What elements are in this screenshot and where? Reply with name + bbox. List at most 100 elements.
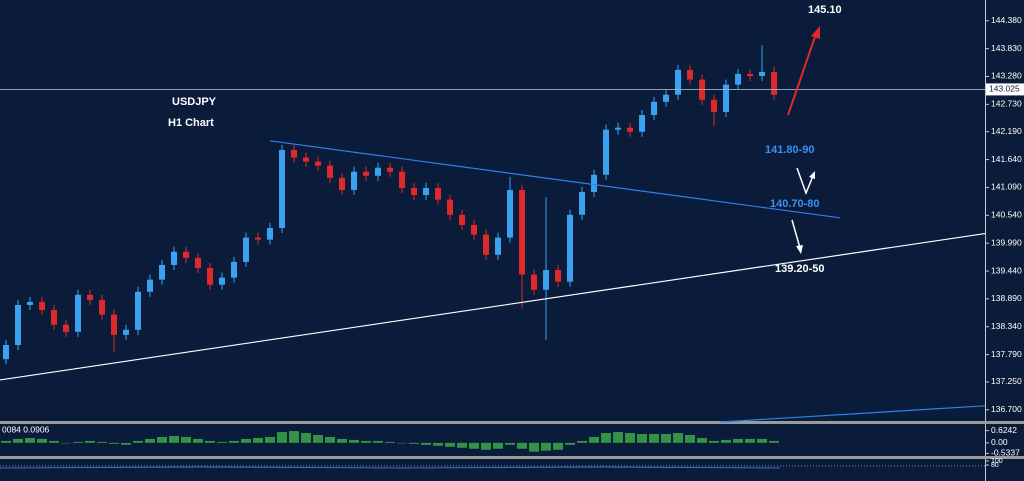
candle-body [435,187,442,200]
candle-body [627,127,634,132]
histogram-bar [625,433,636,443]
histogram-bar [253,437,264,443]
histogram-bar [409,442,420,444]
y-tick-label: 0.00 [991,437,1008,447]
trend-line [719,405,986,423]
candle-body [123,329,130,335]
histogram-bar [469,442,480,449]
oscillator-line [0,466,781,469]
candle-body [375,167,382,176]
candle-body [555,270,562,282]
candle-body [711,99,718,112]
histogram-bar [217,441,228,443]
candle-body [159,264,166,280]
candle-body [27,301,34,305]
histogram-bar [733,438,744,443]
annotation: 139.20-50 [775,263,825,275]
histogram-bar [73,441,84,443]
candle-body [531,274,538,290]
y-tick-label: -0.5337 [991,448,1020,458]
candle-body [459,214,466,225]
last-price-label: 143.025 [989,84,1020,94]
histogram-bar [505,442,516,445]
histogram-bar [709,440,720,443]
histogram-bar [49,440,60,443]
chart-title: USDJPY [172,96,217,108]
candle-body [507,189,514,238]
candle-body [303,157,310,162]
arrow-head [811,26,820,39]
y-tick-label: 142.730 [991,99,1022,109]
candle-body [63,324,70,332]
candle-body [39,301,46,311]
candle-body [675,69,682,95]
annotation: 141.80-90 [765,144,815,156]
histogram-bar [37,438,48,443]
histogram-bar [325,436,336,443]
histogram-bar [337,438,348,443]
histogram-bar [25,437,36,443]
candle-body [663,94,670,102]
trend-line [0,232,986,381]
candle-body [195,257,202,268]
candle-body [651,101,658,115]
histogram-bar [697,437,708,443]
candle-body [255,237,262,240]
candle-body [759,71,766,76]
y-tick-label: 80 [991,462,999,469]
histogram-bar [529,442,540,452]
histogram-bar [445,442,456,447]
candle-body [387,167,394,172]
candle-body [291,149,298,158]
y-tick-label: 143.830 [991,43,1022,53]
arrow [787,33,817,116]
candle-body [423,187,430,196]
histogram-bar [541,442,552,451]
panel-separator [0,421,1024,424]
y-tick-label: 137.250 [991,376,1022,386]
histogram-bar [373,440,384,443]
candle-body [567,214,574,282]
histogram-bar [721,439,732,443]
histogram-bar [577,440,588,443]
candle-body [3,344,10,360]
histogram-bar [613,432,624,443]
y-tick-label: 140.540 [991,210,1022,220]
arrow-head [796,245,803,254]
candle-body [327,165,334,178]
candle-body [399,171,406,188]
candle-body [231,261,238,278]
arrow [791,219,801,249]
candle-body [495,237,502,255]
trend-line [269,140,841,219]
histogram-bar [241,438,252,443]
candle-body [351,171,358,190]
histogram-bar [433,442,444,446]
histogram-bar [289,431,300,443]
arrow-head [809,171,815,179]
candle-body [603,129,610,175]
candle-body [315,161,322,166]
histogram-bar [121,442,132,445]
histogram-bar [517,442,528,449]
candle-body [579,192,586,215]
chart-subtitle: H1 Chart [168,117,214,129]
histogram-bar [205,440,216,443]
candle-body [687,69,694,80]
candle-body [183,251,190,258]
indicator-title: 0084 0.0906 [2,424,50,434]
histogram-bar [601,433,612,443]
candle-body [639,114,646,132]
histogram-bar [97,441,108,443]
histogram-bar [229,440,240,443]
y-tick-label: 144.380 [991,15,1022,25]
candle-body [75,294,82,332]
histogram-bar [673,433,684,443]
y-tick-label: 136.700 [991,404,1022,414]
candle-body [471,224,478,235]
arrows [787,26,820,254]
candle-body [87,294,94,300]
last-price-box [986,83,1024,96]
candle-body [243,237,250,262]
candle-body [447,199,454,215]
